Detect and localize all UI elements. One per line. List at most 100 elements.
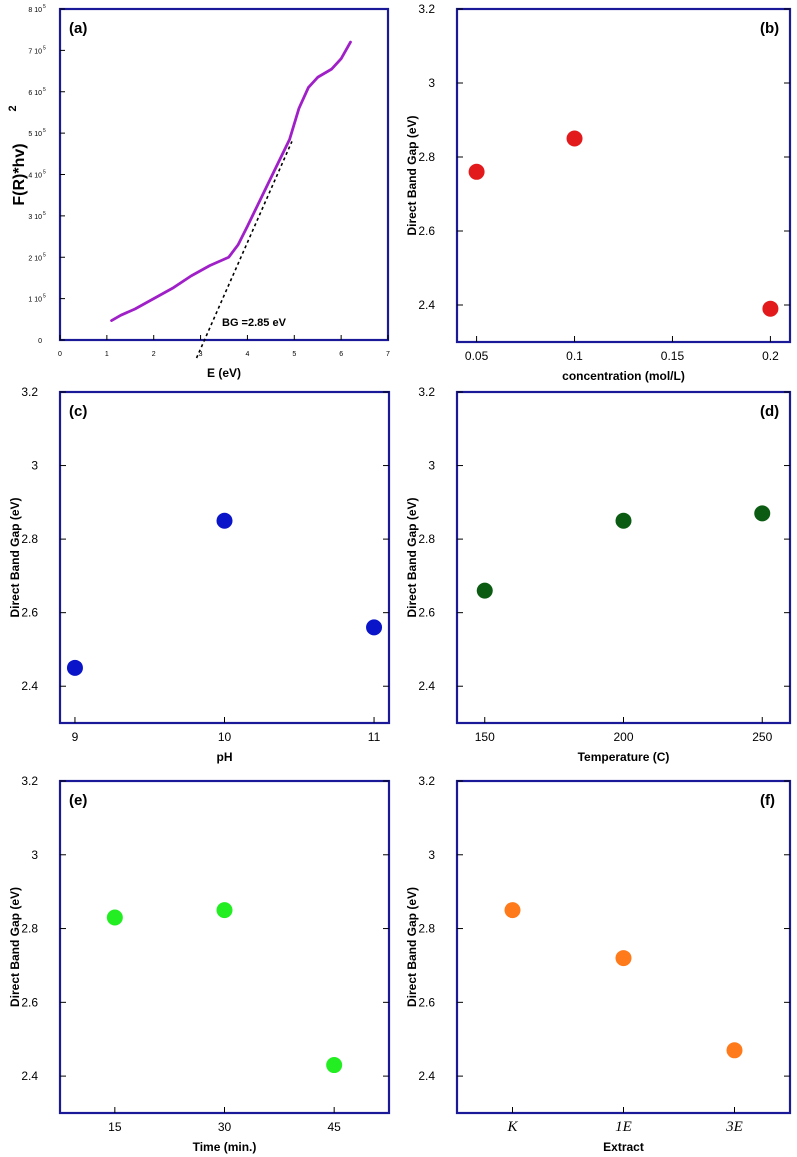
y-axis-label-group: F(R)*hv) 2 [7,105,28,205]
y-tick-label: 3 [428,76,435,90]
y-tick-exponent: 5 [43,87,46,93]
data-point [566,130,583,147]
x-tick-label: 0.15 [661,349,685,363]
x-tick-label: 30 [218,1120,232,1134]
x-axis-label: pH [217,750,233,764]
x-category-label: 3E [725,1119,743,1135]
x-axis-label: Temperature (C) [578,750,670,764]
panel-a: (a)0 1 2 3 4 5 6 701 10 52 10 53 10 54 10 55 10 56 1… [7,4,390,380]
band-gap-annotation: BG =2.85 eV [222,317,287,329]
panel-label: (d) [760,403,779,420]
y-tick-label: 3.2 [21,385,38,399]
y-tick-label: 2.8 [418,150,435,164]
x-tick-label: 200 [613,730,633,744]
y-tick-exponent: 5 [43,211,46,217]
x-tick-label: 5 [292,351,296,358]
absorption-curve [110,40,352,322]
y-tick-label: 6 10 [28,90,42,97]
panel-d: (d) 2.4 2.6 2.8 3 3.2 150 200 250 Temperature (C)… [405,385,792,764]
plot-frame [58,7,390,342]
y-axis-label-superscript: 2 [7,105,19,111]
data-point [468,163,485,180]
x-tick-label: 9 [72,730,79,744]
y-tick-label: 5 10 [28,131,42,138]
y-tick-label: 2.4 [418,1069,435,1083]
y-tick-label: 3.2 [21,774,38,788]
y-tick-exponent: 5 [43,45,46,51]
data-point [366,619,383,636]
data-point [216,512,233,529]
x-axis-label: concentration (mol/L) [562,369,685,383]
y-tick-label: 1 10 [28,297,42,304]
data-point [476,582,493,599]
y-tick-label: 3 [428,459,435,473]
y-tick-label: 3 10 [28,214,42,221]
x-tick-label: 1 [105,351,109,358]
y-tick-label: 2.8 [21,922,38,936]
x-axis-label: Extract [603,1140,644,1154]
y-axis-label: Direct Band Gap (eV) [405,497,419,617]
y-tick-label: 2.4 [21,679,38,693]
panel-c: (c) 2.4 2.6 2.8 3 3.2 9 10 11 pH Direct Band Gap (… [8,385,391,764]
panel-label: (c) [69,403,87,420]
data-point [326,1057,343,1074]
x-tick-label: 0.05 [465,349,489,363]
x-tick-label: 45 [327,1120,341,1134]
data-point [106,909,123,926]
y-tick-label: 3.2 [418,2,435,16]
y-tick-label: 2 10 [28,255,42,262]
y-tick-exponent: 5 [43,294,46,300]
y-tick-label: 8 10 [28,7,42,14]
x-tick-label: 6 [339,351,343,358]
x-tick-label: 4 [245,351,249,358]
plot-frame [455,779,792,1115]
y-tick-exponent: 5 [43,252,46,258]
x-category-label: 1E [615,1119,632,1135]
y-axis-label: Direct Band Gap (eV) [405,115,419,235]
y-tick-label: 2.4 [21,1069,38,1083]
plot-frame [58,390,391,725]
x-tick-label: 7 [386,351,390,358]
y-tick-exponent: 5 [43,4,46,10]
data-point [762,300,779,317]
y-tick-label: 7 10 [28,48,42,55]
panel-label: (a) [69,20,87,37]
y-tick-label: 2.4 [418,679,435,693]
x-tick-label: 3 [199,351,203,358]
x-tick-label: 150 [475,730,495,744]
y-tick-exponent: 5 [43,128,46,134]
panel-b: (b) 2.4 2.6 2.8 3 3.2 0.05 0.1 0.15 0.2 concentrat… [405,2,792,383]
data-point [726,1042,743,1059]
y-axis-label: Direct Band Gap (eV) [405,887,419,1007]
y-tick-label: 2.6 [21,606,38,620]
panel-label: (f) [760,792,775,809]
x-tick-label: 250 [752,730,772,744]
y-tick-label: 3.2 [418,774,435,788]
y-tick-label: 2.4 [418,298,435,312]
x-tick-label: 11 [368,730,381,744]
data-point [615,950,632,967]
x-tick-label: 10 [218,730,232,744]
y-tick-label: 2.8 [418,922,435,936]
panel-e: (e) 2.4 2.6 2.8 3 3.2 15 30 45 Time (min.) Direct … [8,774,391,1154]
y-tick-label: 0 [38,338,42,345]
y-axis-label: Direct Band Gap (eV) [8,497,22,617]
y-axis-label: Direct Band Gap (eV) [8,887,22,1007]
data-point [504,902,521,919]
x-tick-label: 0.1 [566,349,583,363]
x-tick-label: 0 [58,351,62,358]
y-tick-label: 4 10 [28,173,42,180]
plot-frame [455,390,792,725]
y-tick-label: 2.6 [418,224,435,238]
x-tick-label: 0.2 [762,349,779,363]
x-tick-label: 15 [108,1120,122,1134]
y-tick-label: 2.8 [418,532,435,546]
panel-f: (f) 2.4 2.6 2.8 3 3.2 K 1E 3E Extract Direct Band … [405,774,792,1154]
y-tick-label: 3 [31,848,38,862]
x-axis-label: E (eV) [207,366,241,380]
data-point [754,505,771,522]
data-point [66,659,83,676]
x-axis-label: Time (min.) [193,1140,257,1154]
plot-frame [455,7,792,344]
